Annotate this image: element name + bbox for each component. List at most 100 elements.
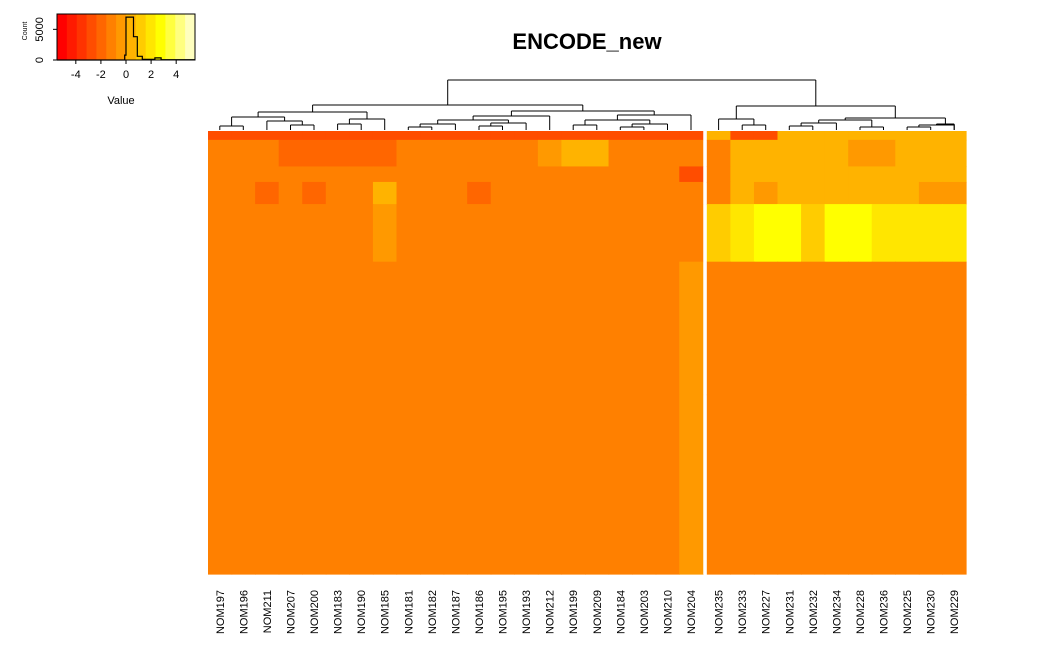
heatmap-cell	[608, 139, 633, 168]
heatmap-cell	[490, 394, 515, 575]
heatmap-cell	[255, 131, 280, 141]
heatmap-cell	[942, 131, 967, 141]
heatmap-cell	[325, 261, 350, 396]
heatmap-cell	[706, 181, 731, 205]
heatmap-cell	[706, 131, 731, 141]
heatmap-cell	[490, 261, 515, 396]
column-label: NOM182	[427, 590, 439, 634]
heatmap-cell	[208, 181, 233, 205]
heatmap-cell	[490, 166, 515, 183]
color-key-swatch	[175, 14, 186, 60]
column-label: NOM228	[855, 590, 867, 634]
heatmap-cell	[753, 131, 779, 141]
heatmap-cell	[420, 204, 445, 263]
heatmap-cell	[777, 131, 802, 141]
heatmap-cell	[561, 394, 586, 575]
color-key-swatch	[135, 14, 147, 60]
heatmap-cell	[679, 394, 704, 575]
heatmap-cell	[208, 204, 233, 263]
color-key-swatch	[155, 14, 166, 60]
heatmap-cell	[608, 181, 633, 205]
heatmap-cell	[848, 139, 873, 168]
heatmap-cell	[871, 394, 896, 575]
color-key-swatch	[57, 14, 68, 60]
heatmap-cell	[231, 394, 256, 575]
heatmap-cell	[514, 394, 539, 575]
heatmap-cell	[467, 394, 492, 575]
heatmap-cell	[730, 261, 755, 396]
column-label: NOM195	[498, 590, 510, 634]
heatmap-cell	[514, 261, 539, 396]
color-key-swatch	[76, 14, 87, 60]
heatmap-cell	[777, 261, 802, 396]
color-key-xtick-label: -4	[71, 69, 81, 81]
heatmap-cell	[467, 131, 492, 141]
heatmap-cell	[443, 394, 468, 575]
heatmap-cell	[848, 394, 873, 575]
heatmap-cell	[895, 166, 920, 183]
heatmap-cell	[208, 139, 233, 168]
heatmap-cell	[895, 139, 920, 168]
heatmap-cell	[585, 394, 610, 575]
heatmap-cell	[420, 261, 445, 396]
heatmap-cell	[655, 131, 680, 141]
heatmap-cell	[706, 166, 731, 183]
heatmap-cell	[302, 166, 327, 183]
heatmap-cell	[608, 261, 633, 396]
heatmap-cell	[467, 166, 492, 183]
heatmap-cell	[632, 166, 657, 183]
heatmap-cell	[918, 139, 944, 168]
color-key: -4 -2 0 2 4 Value 0 5000 Count	[22, 13, 196, 107]
heatmap-cell	[231, 131, 256, 141]
heatmap-cell	[608, 204, 633, 263]
heatmap-cell	[325, 131, 350, 141]
color-key-swatch	[96, 14, 107, 60]
column-label: NOM210	[662, 590, 674, 634]
color-key-xtick-label: 2	[148, 69, 154, 81]
heatmap-cell	[231, 204, 256, 263]
heatmap-cell	[585, 261, 610, 396]
heatmap-cell	[396, 261, 421, 396]
heatmap-cell	[918, 394, 944, 575]
heatmap-cell	[918, 204, 944, 263]
heatmap-cell	[420, 181, 445, 205]
column-label: NOM212	[545, 590, 557, 634]
heatmap-cell	[655, 204, 680, 263]
heatmap-cell	[302, 261, 327, 396]
color-key-ytick-label: 0	[34, 57, 46, 63]
heatmap-cell	[777, 394, 802, 575]
heatmap-cell	[372, 131, 398, 141]
heatmap-cell	[801, 139, 826, 168]
heatmap-cell	[443, 166, 468, 183]
heatmap-cell	[753, 261, 779, 396]
heatmap-cell	[848, 204, 873, 263]
heatmap-cell	[679, 261, 704, 396]
heatmap-cell	[848, 261, 873, 396]
heatmap-cells	[208, 131, 967, 575]
heatmap-cell	[231, 181, 256, 205]
heatmap-cell	[679, 139, 704, 168]
heatmap-cell	[730, 181, 755, 205]
heatmap-cell	[372, 139, 398, 168]
heatmap-cell	[871, 139, 896, 168]
heatmap-cell	[561, 181, 586, 205]
heatmap-cell	[655, 181, 680, 205]
heatmap-cell	[585, 204, 610, 263]
heatmap-cell	[895, 131, 920, 141]
heatmap-cell	[231, 261, 256, 396]
column-label: NOM199	[568, 590, 580, 634]
heatmap-cell	[372, 261, 398, 396]
heatmap-cell	[231, 139, 256, 168]
column-label: NOM230	[926, 590, 938, 634]
color-key-swatch	[165, 14, 176, 60]
heatmap-cell	[349, 131, 374, 141]
heatmap-cell	[278, 131, 303, 141]
heatmap-cell	[325, 139, 350, 168]
heatmap-cell	[632, 204, 657, 263]
column-label: NOM200	[309, 590, 321, 634]
column-label: NOM196	[238, 590, 250, 634]
heatmap-cell	[490, 181, 515, 205]
heatmap-cell	[730, 204, 755, 263]
heatmap-cell	[372, 166, 398, 183]
